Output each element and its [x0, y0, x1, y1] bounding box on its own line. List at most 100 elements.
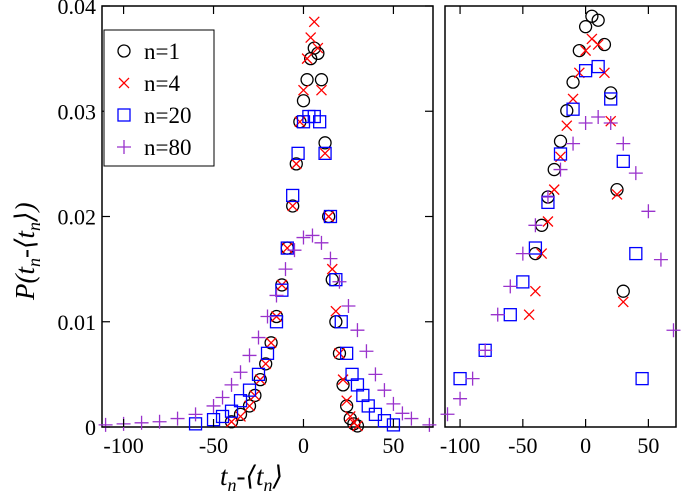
right-point-n=20 — [516, 275, 530, 289]
left-y-tick-label: 0.01 — [58, 310, 97, 335]
left-point-n=4 — [254, 374, 266, 386]
left-x-tick-label: -100 — [103, 433, 143, 458]
legend-box — [103, 29, 215, 167]
left-point-n=80 — [233, 365, 248, 380]
left-point-n=80 — [314, 235, 329, 250]
left-point-n=20 — [386, 418, 401, 432]
left-point-n=1 — [318, 136, 332, 150]
left-point-n=4 — [316, 84, 327, 96]
left-point-n=20 — [242, 383, 257, 397]
right-point-n=80 — [641, 204, 656, 219]
right-data-marks — [440, 9, 681, 422]
right-point-n=80 — [628, 166, 643, 181]
left-point-n=20 — [280, 241, 294, 255]
left-panel: -100 -50 0 50 00.010.020.030.04 n=1n=4n=20n… — [10, 0, 437, 495]
x-axis-label-sub2: n — [264, 475, 273, 495]
left-point-n=80 — [404, 411, 419, 426]
left-point-n=4 — [305, 32, 317, 44]
x-axis-label: tn-⟨tn⟩ — [220, 461, 283, 495]
left-series-n=4 — [226, 16, 363, 432]
legend-marker-n=80 — [117, 140, 131, 154]
left-point-n=20 — [323, 209, 338, 224]
left-point-n=20 — [318, 146, 332, 161]
y-axis-label-end: ⟩) — [10, 202, 40, 223]
right-series-n=20 — [453, 59, 649, 386]
left-point-n=1 — [253, 372, 267, 387]
right-point-n=1 — [566, 75, 580, 89]
left-point-n=4 — [281, 242, 293, 254]
right-point-n=20 — [616, 154, 630, 169]
right-point-n=80 — [553, 162, 568, 177]
right-point-n=4 — [523, 309, 535, 321]
left-point-n=20 — [251, 367, 266, 382]
left-point-n=80 — [224, 377, 239, 392]
left-x-ticks: -100 -50 0 50 — [103, 6, 404, 458]
x-axis-label-mid: -⟨t — [237, 461, 266, 491]
right-point-n=1 — [572, 43, 586, 58]
left-point-n=4 — [319, 147, 331, 159]
legend-marker-n=1 — [117, 44, 131, 58]
left-point-n=20 — [377, 414, 392, 428]
x-axis-label-sub: n — [228, 475, 237, 495]
right-point-n=4 — [561, 120, 573, 132]
left-point-n=80 — [305, 228, 320, 243]
right-point-n=4 — [592, 39, 604, 50]
left-point-n=1 — [314, 73, 329, 87]
left-point-n=80 — [134, 415, 149, 430]
left-point-n=4 — [351, 420, 363, 432]
left-point-n=80 — [422, 417, 437, 432]
right-series-n=4 — [523, 33, 629, 321]
left-point-n=80 — [251, 330, 266, 345]
left-point-n=4 — [326, 263, 338, 275]
left-point-n=1 — [325, 272, 339, 287]
left-point-n=20 — [224, 404, 239, 418]
left-x-tick-label: 50 — [382, 433, 404, 458]
left-series-n=1 — [224, 41, 365, 433]
left-point-n=80 — [152, 414, 167, 429]
right-point-n=1 — [578, 20, 593, 34]
left-x-tick-label: 0 — [298, 433, 309, 458]
left-point-n=80 — [377, 383, 392, 398]
left-point-n=80 — [242, 348, 257, 363]
left-point-n=20 — [313, 115, 327, 129]
left-point-n=1 — [286, 199, 300, 213]
y-axis-label-sub: n — [24, 258, 44, 267]
left-y-tick-label: 0.02 — [58, 205, 97, 230]
left-point-n=20 — [269, 315, 284, 329]
left-point-n=4 — [344, 411, 356, 422]
right-point-n=80 — [666, 323, 681, 338]
right-point-n=80 — [478, 343, 493, 358]
right-point-n=20 — [553, 147, 568, 161]
left-point-n=20 — [329, 272, 343, 287]
right-point-n=80 — [490, 307, 505, 322]
left-point-n=4 — [333, 347, 345, 359]
right-point-n=80 — [566, 136, 581, 151]
left-point-n=4 — [276, 279, 288, 291]
right-point-n=20 — [604, 92, 618, 106]
left-point-n=4 — [341, 395, 353, 407]
left-point-n=80 — [98, 417, 113, 432]
left-point-n=20 — [334, 315, 348, 329]
left-point-n=4 — [260, 358, 272, 370]
left-point-n=1 — [296, 94, 311, 108]
left-point-n=4 — [301, 53, 313, 65]
left-point-n=20 — [260, 346, 275, 360]
right-x-tick-label: 0 — [580, 433, 591, 458]
left-point-n=80 — [368, 367, 383, 382]
left-point-n=1 — [233, 407, 248, 422]
left-x-tick-label: -50 — [199, 433, 228, 458]
right-point-n=20 — [629, 246, 643, 261]
left-series-n=80 — [98, 228, 437, 432]
left-point-n=20 — [275, 283, 289, 297]
left-point-n=4 — [298, 84, 309, 96]
right-point-n=20 — [635, 371, 649, 386]
left-point-n=80 — [215, 390, 230, 405]
legend-label: n=80 — [144, 135, 191, 160]
right-point-n=4 — [567, 93, 579, 105]
x-axis-label-t: t — [220, 461, 229, 491]
left-point-n=80 — [269, 288, 284, 303]
left-y-ticks: 0 0.01 0.02 0.03 0.04 — [58, 0, 433, 440]
left-point-n=80 — [206, 398, 221, 413]
left-point-n=20 — [286, 188, 300, 203]
